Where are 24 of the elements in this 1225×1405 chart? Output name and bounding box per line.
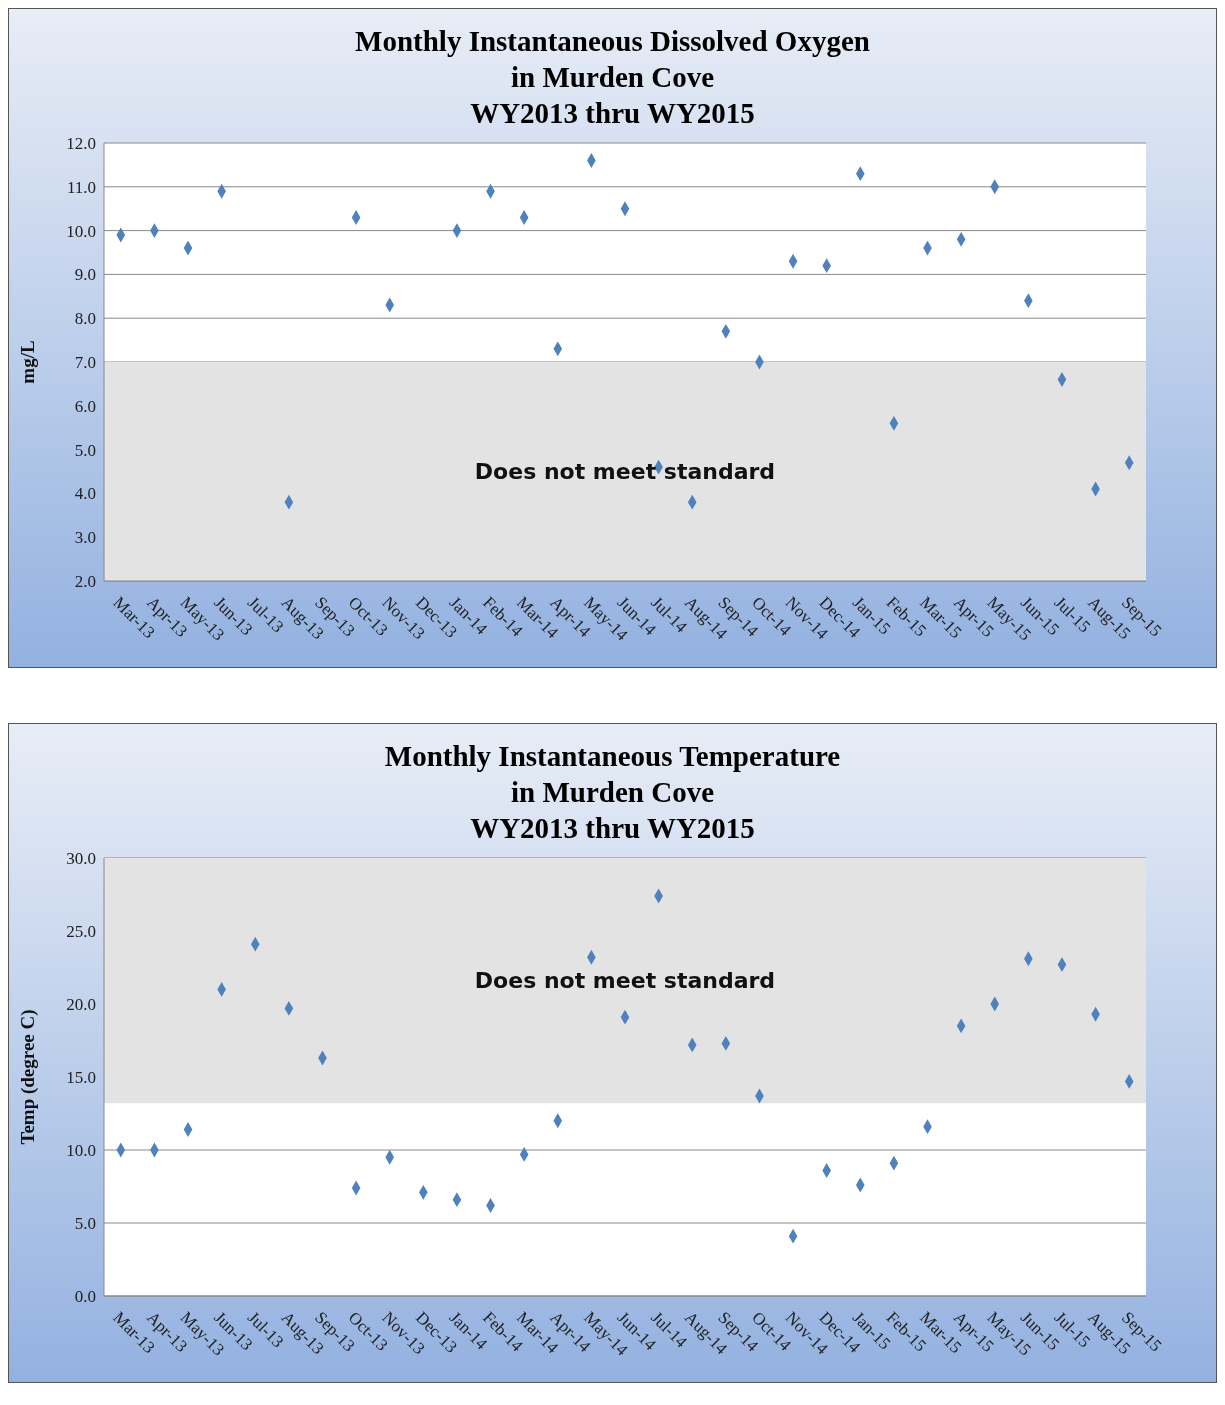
y-tick-label: 5.0 [74, 440, 96, 460]
y-tick-label: 6.0 [74, 396, 96, 416]
y-tick-label: 20.0 [66, 995, 96, 1015]
chart-title: Monthly Instantaneous Dissolved Oxygen in Murden Cove WY2013 thru WY2015 [354, 24, 871, 131]
y-tick-label: 8.0 [74, 309, 96, 329]
y-tick-label: 10.0 [66, 1141, 96, 1161]
band-label: Does not meet standard [474, 968, 776, 994]
y-tick-label: 5.0 [74, 1214, 96, 1234]
y-tick-label: 7.0 [74, 353, 96, 373]
y-tick-label: 9.0 [74, 265, 96, 285]
y-tick-label: 10.0 [66, 221, 96, 241]
y-tick-label: 12.0 [66, 134, 96, 154]
y-tick-label: 3.0 [74, 528, 96, 548]
y-axis-title: Temp (degree C) [16, 1009, 39, 1145]
y-tick-label: 15.0 [66, 1068, 96, 1088]
chart-title: Monthly Instantaneous Temperature in Murden Cove WY2013 thru WY2015 [383, 739, 842, 846]
y-tick-label: 0.0 [74, 1287, 96, 1307]
y-tick-label: 25.0 [66, 922, 96, 942]
y-tick-label: 2.0 [74, 572, 96, 592]
y-tick-label: 4.0 [74, 484, 96, 504]
y-axis-title: mg/L [16, 340, 38, 384]
band-label: Does not meet standard [474, 459, 776, 485]
y-tick-label: 30.0 [66, 849, 96, 869]
y-tick-label: 11.0 [66, 177, 96, 197]
